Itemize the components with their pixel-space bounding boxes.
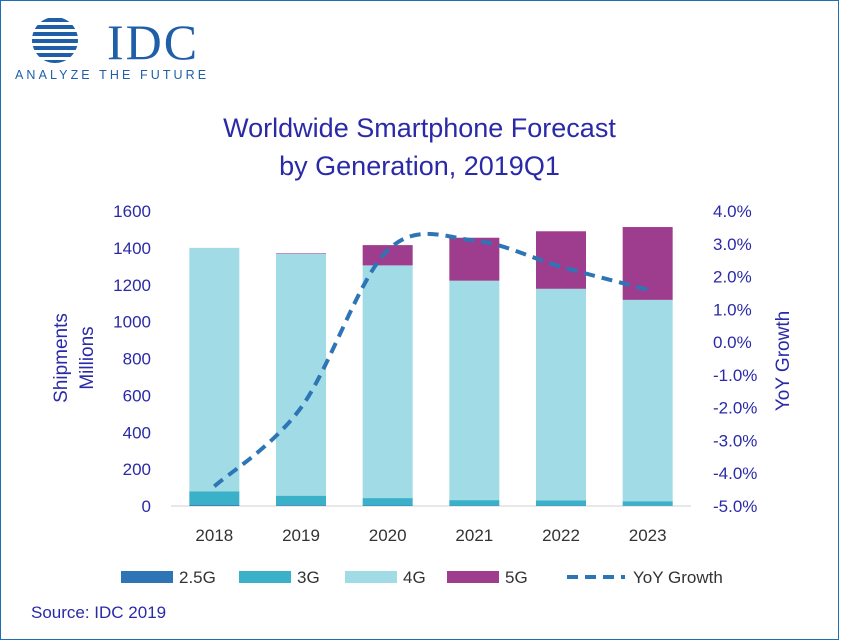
- legend-label-2-5g: 2.5G: [179, 568, 216, 587]
- bar-3g-2018: [189, 491, 240, 506]
- bar-2-5g-2019: [276, 505, 326, 506]
- y-right-tick-label: -2.0%: [713, 399, 757, 418]
- bar-3g-2023: [622, 501, 673, 506]
- bar-5g-2019: [276, 253, 326, 254]
- globe-icon: [32, 18, 78, 63]
- y-right-tick-label: -3.0%: [713, 431, 757, 450]
- bar-2-5g-2020: [362, 505, 413, 506]
- chart-title-line-1: Worldwide Smartphone Forecast: [223, 113, 616, 143]
- bar-3g-2022: [536, 500, 586, 506]
- y-left-axis-title-line-2: Millions: [77, 326, 98, 389]
- idc-logo: IDC ANALYZE THE FUTURE: [15, 15, 215, 85]
- bar-4g-2021: [449, 280, 500, 501]
- y-left-tick-label: 800: [123, 350, 151, 369]
- y-left-tick-label: 1200: [113, 276, 151, 295]
- y-right-tick-label: 2.0%: [713, 268, 752, 287]
- legend-swatch-3g: [239, 571, 291, 583]
- legend-swatch-2-5g: [121, 571, 173, 583]
- bar-5g-2023: [622, 227, 673, 300]
- x-tick-label: 2020: [369, 526, 407, 545]
- x-tick-label: 2022: [542, 526, 580, 545]
- y-right-tick-label: -1.0%: [713, 366, 757, 385]
- y-left-tick-label: 1000: [113, 313, 151, 332]
- y-left-axis-title-line-1: Shipments: [51, 313, 72, 403]
- chart-title-line-2: by Generation, 2019Q1: [279, 151, 560, 181]
- y-right-tick-label: 0.0%: [713, 333, 752, 352]
- y-left-tick-label: 0: [142, 497, 151, 516]
- x-tick-label: 2021: [455, 526, 493, 545]
- logo-tagline: ANALYZE THE FUTURE: [15, 68, 210, 82]
- y-left-tick-label: 400: [123, 423, 151, 442]
- y-right-axis-title: YoY Growth: [773, 311, 794, 411]
- bar-2-5g-2018: [189, 505, 240, 506]
- legend-swatch-4g: [345, 571, 397, 583]
- bar-4g-2023: [622, 299, 673, 502]
- bar-4g-2022: [536, 288, 586, 501]
- y-left-tick-label: 600: [123, 386, 151, 405]
- x-tick-label: 2018: [195, 526, 233, 545]
- y-right-tick-label: -4.0%: [713, 464, 757, 483]
- y-right-tick-label: 3.0%: [713, 235, 752, 254]
- bar-4g-2020: [362, 265, 413, 499]
- bar-3g-2021: [449, 500, 500, 506]
- bar-3g-2019: [276, 495, 326, 506]
- bar-4g-2018: [189, 247, 240, 492]
- legend-label-5g: 5G: [505, 568, 528, 587]
- legend-label-3g: 3G: [297, 568, 320, 587]
- x-tick-label: 2019: [282, 526, 320, 545]
- legend-label-4g: 4G: [403, 568, 426, 587]
- y-left-tick-label: 1400: [113, 239, 151, 258]
- y-right-tick-label: 4.0%: [713, 202, 752, 221]
- legend-label-yoy-growth: YoY Growth: [633, 568, 723, 587]
- legend-swatch-5g: [447, 571, 499, 583]
- bar-5g-2021: [449, 237, 500, 281]
- bar-5g-2020: [362, 245, 413, 266]
- chart-title: Worldwide Smartphone Forecast by Generat…: [1, 109, 838, 185]
- x-tick-label: 2023: [629, 526, 667, 545]
- bar-3g-2020: [362, 498, 413, 506]
- y-left-tick-label: 1600: [113, 202, 151, 221]
- bar-4g-2019: [276, 253, 326, 496]
- logo-wordmark: IDC: [107, 14, 200, 70]
- y-right-tick-label: -5.0%: [713, 497, 757, 516]
- source-note: Source: IDC 2019: [31, 603, 167, 622]
- y-right-tick-label: 1.0%: [713, 300, 752, 319]
- yoy-growth-line: [212, 231, 649, 488]
- y-left-tick-label: 200: [123, 460, 151, 479]
- bar-5g-2022: [536, 231, 586, 289]
